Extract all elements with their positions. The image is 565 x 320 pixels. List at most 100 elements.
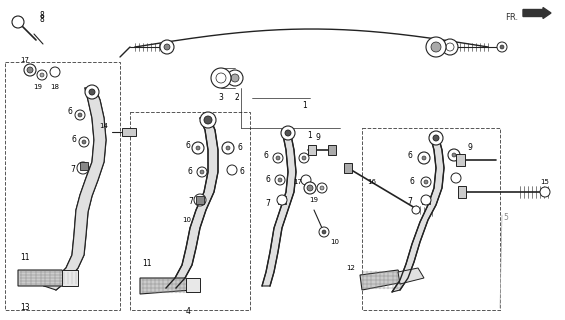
Text: 6: 6: [409, 178, 414, 187]
Text: 9: 9: [468, 143, 472, 153]
Circle shape: [278, 178, 282, 182]
Circle shape: [216, 73, 226, 83]
Text: 19: 19: [310, 197, 319, 203]
Text: 3: 3: [219, 93, 223, 102]
Circle shape: [433, 135, 439, 141]
Circle shape: [50, 67, 60, 77]
Circle shape: [78, 113, 82, 117]
Polygon shape: [62, 270, 78, 286]
Text: 6: 6: [72, 135, 77, 145]
Bar: [278, 196, 286, 204]
Circle shape: [77, 162, 89, 174]
Circle shape: [540, 187, 550, 197]
Text: 12: 12: [346, 265, 355, 271]
Circle shape: [196, 146, 200, 150]
Circle shape: [448, 149, 460, 161]
Circle shape: [226, 146, 230, 150]
Circle shape: [37, 70, 47, 80]
Circle shape: [204, 116, 212, 124]
Circle shape: [12, 16, 24, 28]
Circle shape: [81, 166, 85, 170]
Text: 9: 9: [316, 133, 320, 142]
Text: 7: 7: [265, 198, 270, 207]
Circle shape: [200, 112, 216, 128]
Text: 8: 8: [40, 11, 45, 20]
Text: 6: 6: [237, 143, 242, 153]
Text: 13: 13: [20, 302, 30, 311]
Circle shape: [500, 45, 504, 49]
Text: 1: 1: [303, 101, 307, 110]
Circle shape: [24, 64, 36, 76]
Circle shape: [40, 73, 44, 77]
Circle shape: [421, 177, 431, 187]
Circle shape: [273, 153, 283, 163]
Circle shape: [194, 194, 206, 206]
Circle shape: [422, 156, 426, 160]
Bar: [456, 154, 465, 166]
Text: 1: 1: [307, 132, 312, 140]
Circle shape: [429, 131, 443, 145]
Circle shape: [164, 44, 170, 50]
Text: 17: 17: [293, 179, 302, 185]
Text: 11: 11: [142, 260, 151, 268]
Text: 15: 15: [540, 179, 549, 185]
Text: 10: 10: [182, 217, 191, 223]
Bar: [196, 196, 204, 204]
Bar: [328, 145, 336, 155]
Circle shape: [227, 70, 243, 86]
Circle shape: [302, 156, 306, 160]
Bar: [362, 128, 500, 310]
Circle shape: [319, 227, 329, 237]
Circle shape: [276, 156, 280, 160]
Text: FR.: FR.: [505, 13, 518, 22]
Circle shape: [304, 182, 316, 194]
Text: 5: 5: [503, 213, 508, 222]
Polygon shape: [398, 268, 424, 284]
Bar: [422, 196, 430, 204]
Circle shape: [285, 130, 291, 136]
Bar: [308, 145, 316, 155]
Text: 7: 7: [70, 165, 75, 174]
Text: 7: 7: [407, 197, 412, 206]
Circle shape: [222, 142, 234, 154]
Circle shape: [231, 74, 239, 82]
Circle shape: [192, 142, 204, 154]
Circle shape: [85, 85, 99, 99]
Circle shape: [281, 126, 295, 140]
Circle shape: [424, 180, 428, 184]
Bar: [344, 163, 352, 173]
Text: 10: 10: [330, 239, 339, 245]
Polygon shape: [262, 130, 296, 286]
Text: 18: 18: [50, 84, 59, 90]
Circle shape: [12, 16, 24, 28]
Bar: [80, 162, 88, 170]
Circle shape: [75, 110, 85, 120]
Circle shape: [421, 195, 431, 205]
Polygon shape: [140, 278, 192, 294]
Circle shape: [82, 140, 86, 144]
Text: 6: 6: [188, 167, 193, 177]
Circle shape: [322, 230, 326, 234]
Polygon shape: [186, 278, 200, 292]
Circle shape: [418, 152, 430, 164]
Text: 16: 16: [367, 179, 376, 185]
Circle shape: [497, 42, 507, 52]
Circle shape: [200, 170, 204, 174]
Text: 6: 6: [407, 150, 412, 159]
Polygon shape: [18, 270, 68, 286]
FancyArrow shape: [523, 7, 551, 19]
Circle shape: [198, 198, 202, 202]
Polygon shape: [392, 135, 444, 292]
Text: 8: 8: [40, 15, 45, 25]
Bar: [130, 112, 250, 310]
Circle shape: [307, 185, 313, 191]
Text: 14: 14: [99, 123, 108, 129]
Circle shape: [446, 43, 454, 51]
Circle shape: [27, 67, 33, 73]
Circle shape: [452, 153, 456, 157]
Text: 11: 11: [20, 253, 29, 262]
Polygon shape: [44, 88, 106, 290]
Circle shape: [227, 165, 237, 175]
Circle shape: [277, 195, 287, 205]
Polygon shape: [122, 128, 136, 136]
